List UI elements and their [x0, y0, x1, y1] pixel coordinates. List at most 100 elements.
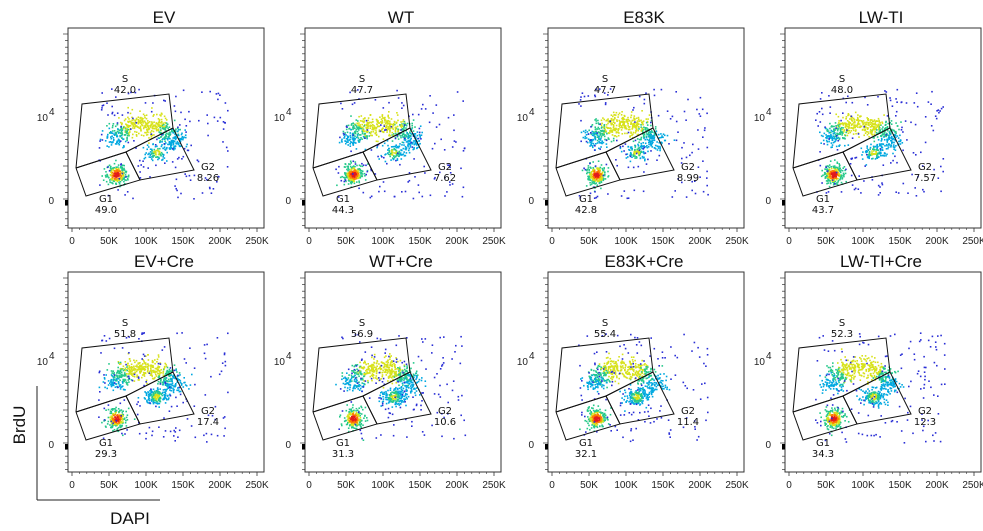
event-dot	[112, 384, 115, 387]
event-dot	[184, 384, 187, 386]
event-dot	[225, 146, 228, 149]
event-dot	[165, 124, 168, 127]
event-dot	[882, 126, 884, 128]
event-dot	[606, 146, 608, 148]
event-dot	[842, 112, 844, 114]
event-dot	[630, 146, 633, 148]
event-dot	[152, 130, 155, 133]
event-dot	[164, 148, 166, 150]
event-dot	[174, 130, 177, 132]
event-dot	[656, 141, 658, 143]
event-dot	[148, 128, 151, 130]
event-dot	[149, 370, 151, 373]
event-dot	[347, 183, 350, 185]
event-dot	[388, 149, 391, 152]
event-dot	[126, 414, 129, 416]
event-dot	[404, 139, 407, 141]
event-dot	[618, 112, 621, 114]
event-dot	[827, 178, 829, 180]
event-dot	[184, 173, 186, 175]
event-dot	[125, 131, 127, 134]
event-dot	[650, 144, 653, 147]
event-dot	[162, 374, 165, 377]
event-dot	[370, 169, 373, 172]
event-dot	[702, 160, 704, 162]
event-dot	[639, 148, 641, 150]
event-dot	[183, 377, 185, 379]
event-dot	[173, 148, 175, 150]
event-dot	[615, 135, 618, 138]
event-dot	[885, 134, 888, 136]
event-dot	[636, 156, 638, 159]
event-dot	[128, 365, 131, 367]
event-dot	[699, 96, 702, 99]
event-dot	[913, 102, 916, 104]
event-dot	[168, 141, 171, 143]
event-dot	[862, 151, 864, 153]
event-dot	[147, 354, 149, 356]
event-dot	[378, 129, 381, 131]
event-dot	[412, 119, 415, 121]
event-dot	[839, 178, 841, 181]
event-dot	[819, 121, 822, 123]
event-dot	[126, 369, 128, 372]
event-dot	[353, 172, 355, 174]
event-dot	[381, 119, 384, 122]
gates	[312, 93, 432, 197]
event-dot	[862, 122, 865, 125]
event-dot	[404, 148, 407, 150]
event-dot	[381, 115, 384, 117]
event-dot	[613, 128, 616, 130]
event-dot	[828, 135, 831, 138]
event-dot	[366, 121, 369, 124]
event-dot	[364, 179, 367, 181]
event-dot	[114, 178, 117, 180]
event-dot	[851, 116, 853, 119]
event-dot	[172, 391, 175, 394]
event-dot	[116, 372, 118, 374]
event-dot	[403, 123, 405, 125]
event-dot	[227, 150, 229, 152]
event-dot	[414, 143, 417, 145]
event-dot	[124, 131, 127, 133]
event-dot	[186, 149, 189, 152]
event-dot	[463, 147, 466, 150]
event-dot	[594, 173, 596, 175]
event-dot	[837, 177, 839, 180]
event-dot	[603, 132, 605, 134]
event-dot	[601, 126, 603, 128]
event-dot	[393, 195, 396, 198]
event-dot	[850, 115, 853, 118]
event-dot	[849, 131, 852, 134]
gate-g2-percent: 8.99	[677, 173, 699, 184]
event-dot	[341, 141, 343, 143]
event-dot	[125, 410, 127, 413]
event-dot	[111, 88, 113, 90]
event-dot	[159, 381, 162, 384]
event-dot	[148, 156, 151, 158]
event-dot	[155, 129, 158, 132]
event-dot	[172, 149, 175, 151]
event-dot	[172, 139, 175, 142]
event-dot	[861, 120, 863, 123]
event-dot	[166, 146, 168, 149]
event-dot	[404, 145, 407, 148]
event-dot	[635, 125, 638, 127]
gate-g1	[555, 151, 621, 197]
event-dot	[870, 121, 873, 124]
event-dot	[123, 180, 125, 183]
event-dot	[847, 144, 850, 146]
event-dot	[645, 136, 648, 139]
event-dot	[341, 175, 343, 178]
event-dot	[157, 137, 160, 139]
event-dot	[905, 102, 908, 104]
event-dot	[359, 134, 361, 136]
event-dot	[127, 362, 129, 365]
event-dot	[131, 367, 134, 369]
event-dot	[166, 369, 168, 372]
event-dot	[159, 147, 161, 150]
event-dot	[870, 154, 872, 156]
event-dot	[172, 374, 175, 377]
event-dot	[392, 124, 395, 127]
event-dot	[831, 139, 834, 141]
